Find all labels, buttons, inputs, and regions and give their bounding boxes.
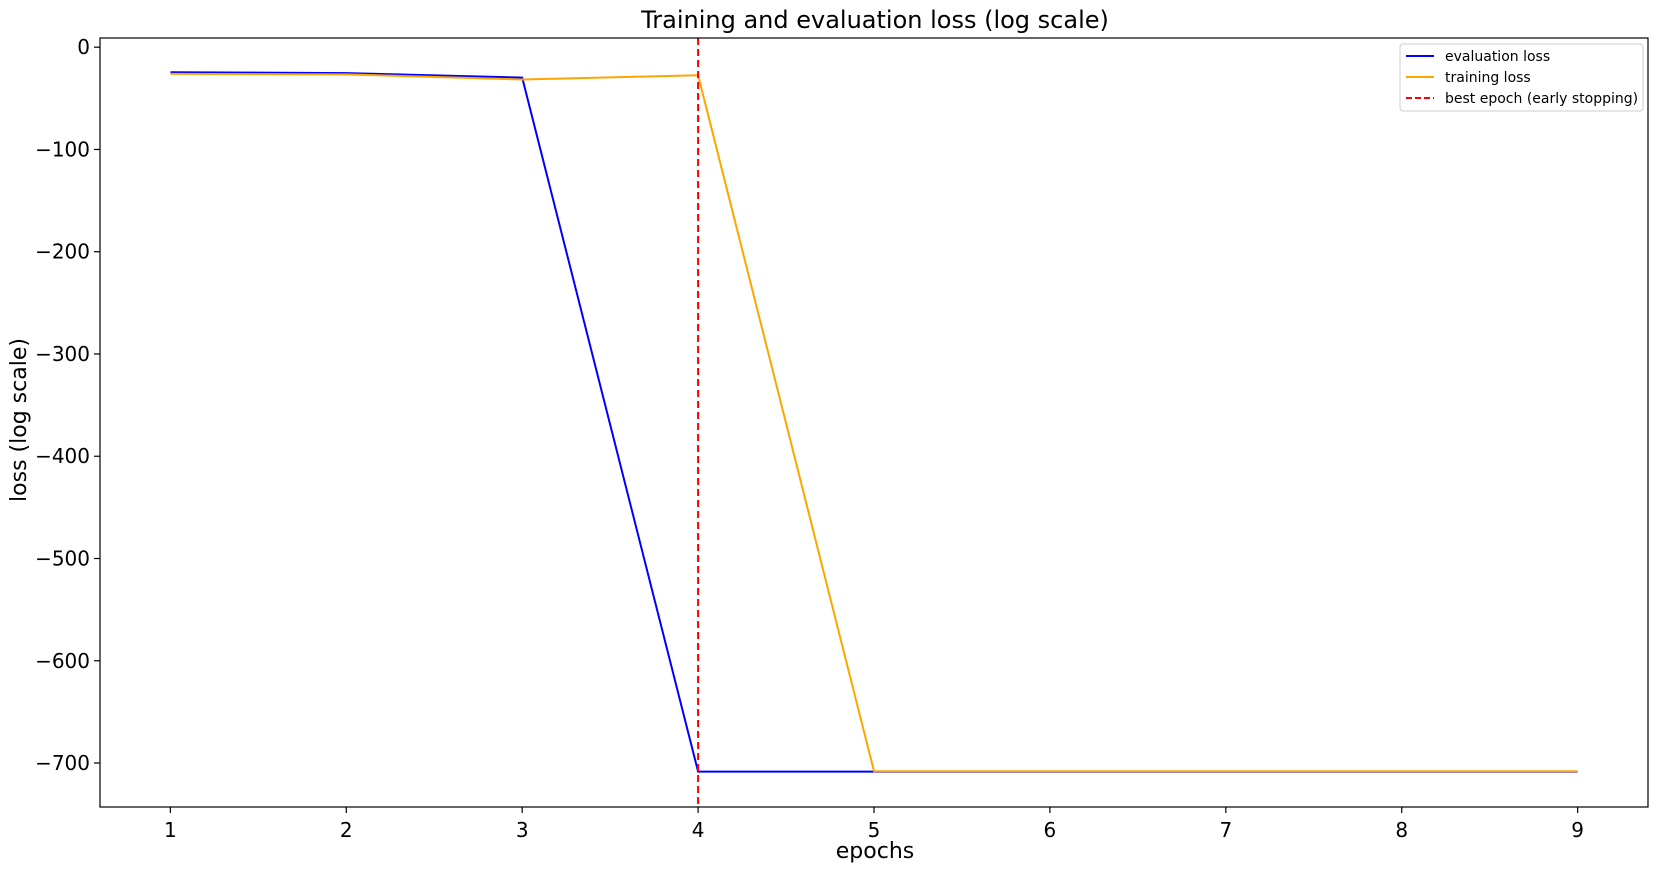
x-axis-label: epochs bbox=[836, 839, 914, 864]
y-tick-label: −200 bbox=[35, 240, 90, 264]
y-axis-label: loss (log scale) bbox=[7, 338, 32, 502]
x-tick-label: 1 bbox=[164, 818, 177, 842]
plot-area bbox=[99, 37, 1649, 808]
y-tick-label: −500 bbox=[35, 547, 90, 571]
x-tick-label: 9 bbox=[1571, 818, 1584, 842]
x-tick-label: 3 bbox=[516, 818, 529, 842]
series-line-training-loss bbox=[170, 72, 1578, 773]
y-tick-label: −400 bbox=[35, 444, 90, 468]
legend: evaluation loss training loss best epoch (… bbox=[1399, 43, 1644, 112]
y-tick-label: 0 bbox=[77, 35, 90, 59]
chart-title: Training and evaluation loss (log scale) bbox=[640, 6, 1109, 34]
x-tick-label: 6 bbox=[1044, 818, 1057, 842]
y-tick-label: −100 bbox=[35, 137, 90, 161]
y-tick-label: −600 bbox=[35, 649, 90, 673]
x-tick-label: 7 bbox=[1219, 818, 1232, 842]
x-tick-label: 8 bbox=[1395, 818, 1408, 842]
legend-box bbox=[1399, 43, 1644, 112]
x-tick-label: 2 bbox=[340, 818, 353, 842]
x-tick-label: 5 bbox=[868, 818, 881, 842]
y-tick-label: −700 bbox=[35, 751, 90, 775]
legend-label: training loss bbox=[1445, 70, 1531, 86]
y-tick-label: −300 bbox=[35, 342, 90, 366]
legend-label: best epoch (early stopping) bbox=[1445, 91, 1638, 107]
legend-label: evaluation loss bbox=[1445, 49, 1550, 65]
y-axis-ticks: 0 −100 −200 −300 −400 −500 −600 −700 bbox=[35, 35, 100, 775]
plot-frame bbox=[99, 37, 1649, 808]
x-axis-ticks: 1 2 3 4 5 6 7 8 9 bbox=[164, 807, 1584, 842]
x-tick-label: 4 bbox=[692, 818, 705, 842]
series-line-evaluation-loss bbox=[170, 71, 1578, 773]
